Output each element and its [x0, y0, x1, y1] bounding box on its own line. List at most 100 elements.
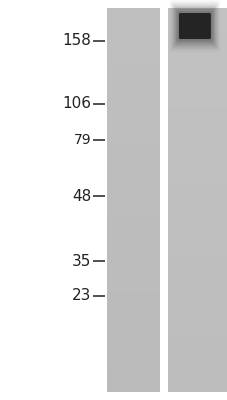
- Bar: [167, 52, 227, 54]
- Bar: [167, 128, 227, 131]
- Bar: [107, 236, 159, 238]
- Bar: [107, 364, 159, 366]
- Bar: [167, 308, 227, 310]
- Bar: [167, 313, 227, 315]
- Bar: [107, 180, 159, 182]
- Bar: [107, 256, 159, 259]
- Bar: [107, 21, 159, 23]
- Bar: [167, 8, 227, 10]
- Bar: [107, 297, 159, 300]
- Bar: [107, 233, 159, 236]
- Text: 79: 79: [73, 134, 91, 148]
- Bar: [107, 351, 159, 354]
- Bar: [167, 361, 227, 364]
- FancyBboxPatch shape: [178, 13, 210, 39]
- Bar: [167, 359, 227, 361]
- Bar: [167, 328, 227, 330]
- Bar: [107, 264, 159, 266]
- Bar: [107, 74, 159, 77]
- Bar: [107, 259, 159, 262]
- Bar: [107, 374, 159, 377]
- Bar: [107, 274, 159, 277]
- Bar: [167, 21, 227, 23]
- Bar: [167, 205, 227, 208]
- Bar: [107, 100, 159, 103]
- FancyBboxPatch shape: [171, 3, 217, 48]
- Bar: [107, 382, 159, 384]
- Bar: [167, 346, 227, 348]
- Bar: [107, 110, 159, 113]
- Bar: [167, 238, 227, 241]
- Bar: [107, 67, 159, 70]
- Bar: [167, 320, 227, 323]
- Bar: [167, 31, 227, 34]
- Bar: [167, 330, 227, 333]
- FancyBboxPatch shape: [175, 9, 213, 43]
- Bar: [107, 287, 159, 290]
- Bar: [167, 64, 227, 67]
- Bar: [107, 46, 159, 49]
- Bar: [107, 377, 159, 379]
- Bar: [167, 18, 227, 21]
- Bar: [167, 305, 227, 308]
- Bar: [167, 187, 227, 190]
- Text: 35: 35: [72, 254, 91, 269]
- Bar: [107, 338, 159, 341]
- Bar: [167, 202, 227, 205]
- Bar: [107, 220, 159, 223]
- Bar: [167, 146, 227, 149]
- Bar: [167, 136, 227, 138]
- Bar: [167, 262, 227, 264]
- Bar: [167, 167, 227, 169]
- Bar: [107, 77, 159, 80]
- Bar: [167, 254, 227, 256]
- Bar: [107, 305, 159, 308]
- Bar: [167, 67, 227, 70]
- Bar: [107, 136, 159, 138]
- Bar: [167, 364, 227, 366]
- Bar: [107, 244, 159, 246]
- Bar: [167, 90, 227, 92]
- Bar: [167, 62, 227, 64]
- Bar: [167, 228, 227, 231]
- Bar: [167, 151, 227, 154]
- Bar: [107, 185, 159, 187]
- Bar: [107, 320, 159, 323]
- Bar: [107, 387, 159, 390]
- Bar: [107, 379, 159, 382]
- Bar: [107, 210, 159, 213]
- Bar: [107, 300, 159, 302]
- Bar: [167, 85, 227, 87]
- Bar: [167, 343, 227, 346]
- Bar: [167, 82, 227, 85]
- Bar: [107, 208, 159, 210]
- Bar: [167, 379, 227, 382]
- Bar: [107, 156, 159, 159]
- Bar: [167, 251, 227, 254]
- Bar: [107, 90, 159, 92]
- Bar: [167, 315, 227, 318]
- Bar: [167, 77, 227, 80]
- Bar: [107, 98, 159, 100]
- Bar: [167, 351, 227, 354]
- Bar: [167, 116, 227, 118]
- Bar: [167, 95, 227, 98]
- FancyBboxPatch shape: [174, 7, 214, 45]
- Bar: [167, 348, 227, 351]
- Bar: [107, 36, 159, 39]
- Bar: [107, 195, 159, 198]
- Bar: [167, 356, 227, 359]
- Bar: [167, 162, 227, 164]
- Bar: [167, 46, 227, 49]
- Bar: [167, 70, 227, 72]
- Bar: [167, 287, 227, 290]
- Bar: [167, 134, 227, 136]
- Bar: [167, 387, 227, 390]
- Bar: [167, 28, 227, 31]
- Bar: [107, 372, 159, 374]
- Bar: [107, 308, 159, 310]
- Bar: [167, 80, 227, 82]
- Bar: [107, 144, 159, 146]
- Bar: [107, 44, 159, 46]
- Bar: [107, 13, 159, 16]
